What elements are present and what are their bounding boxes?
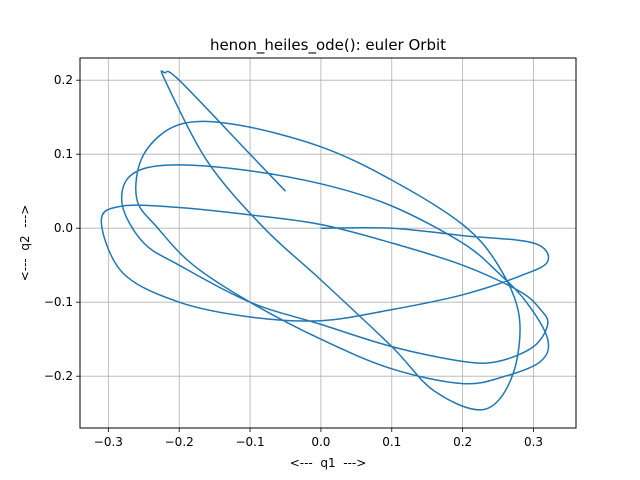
x-ticks: −0.3 −0.2 −0.1 0.0 0.1 0.2 0.3 (94, 428, 543, 449)
axes-frame (79, 57, 577, 429)
y-ticks: 0.2 0.1 0.0 −0.1 −0.2 (44, 73, 80, 383)
y-axis-label: <--- q2 ---> (18, 205, 32, 282)
y-tick-label: 0.2 (54, 73, 73, 87)
plot-lines (100, 70, 550, 411)
orbit-line (100, 70, 550, 411)
x-tick-label: 0.0 (311, 435, 330, 449)
y-tick-label: −0.2 (44, 369, 73, 383)
x-tick-label: 0.2 (453, 435, 472, 449)
x-tick-label: 0.3 (524, 435, 543, 449)
x-tick-label: 0.1 (382, 435, 401, 449)
y-tick-label: −0.1 (44, 295, 73, 309)
y-tick-label: 0.0 (54, 221, 73, 235)
x-tick-label: −0.2 (165, 435, 194, 449)
y-tick-label: 0.1 (54, 147, 73, 161)
x-axis-label: <--- q1 ---> (290, 456, 367, 470)
chart-title: henon_heiles_ode(): euler Orbit (210, 36, 446, 55)
x-tick-label: −0.1 (235, 435, 264, 449)
x-tick-label: −0.3 (94, 435, 123, 449)
